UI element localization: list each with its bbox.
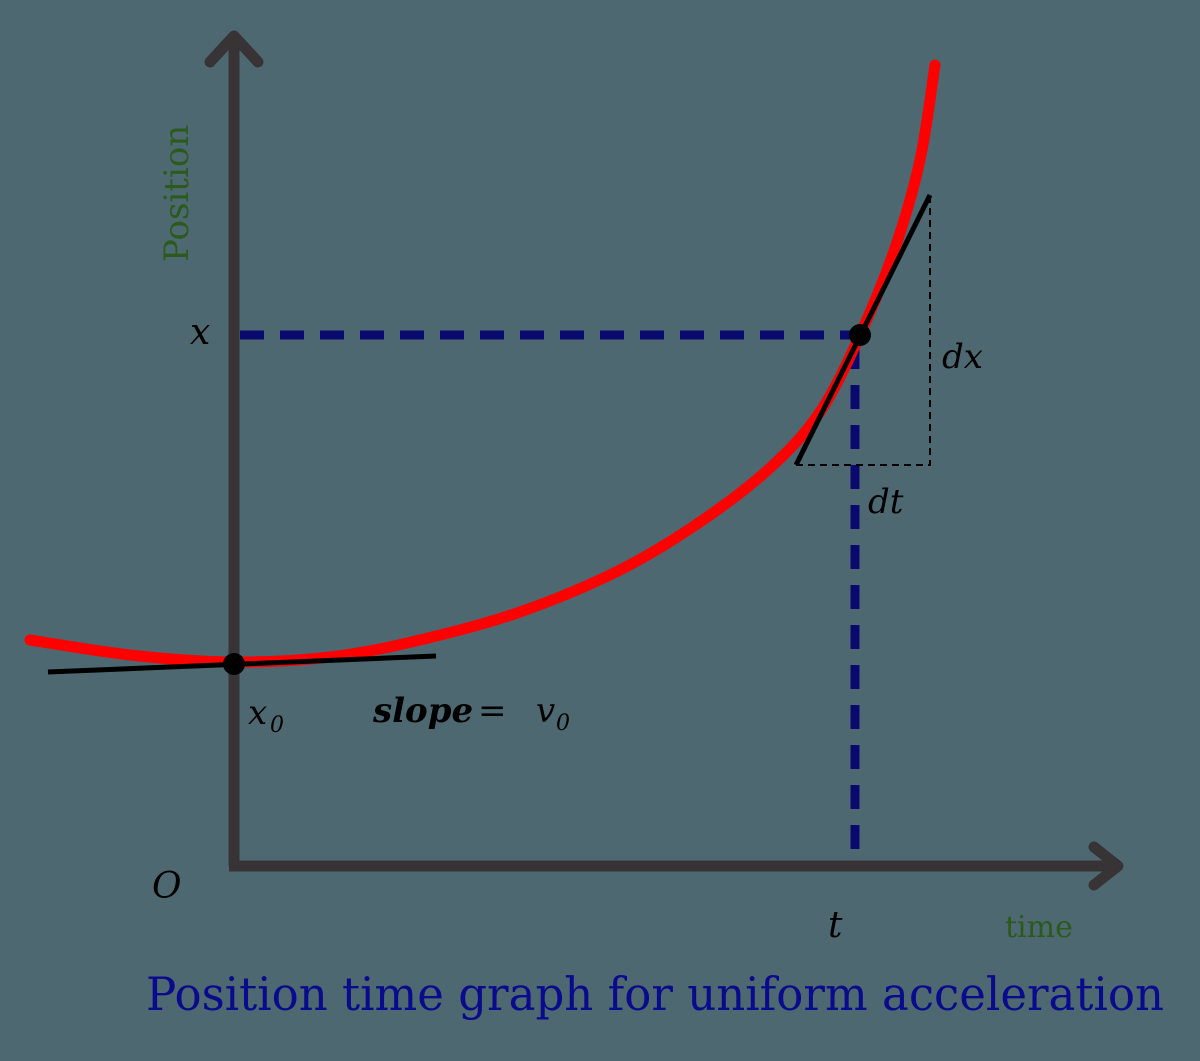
axes [204, 30, 1124, 891]
origin-label: O [152, 866, 182, 907]
dt-label: dt [868, 482, 904, 522]
x-axis-arrow-icon [1088, 841, 1124, 891]
dx-label: dx [942, 337, 983, 377]
slope-word: slope [372, 691, 473, 731]
x-label: x [190, 312, 210, 353]
slope-v: v [536, 691, 555, 731]
x-axis-label: time [1005, 910, 1073, 945]
x0-subscript: 0 [270, 713, 284, 738]
slope-label: slope = v 0 [372, 691, 570, 736]
point-t [849, 324, 871, 346]
y-axis-label: Position [157, 125, 197, 262]
t-label: t [828, 905, 843, 946]
dx-dt-triangle [796, 195, 931, 466]
point-x0 [223, 653, 245, 675]
graph-title: Position time graph for uniform accelera… [146, 967, 1164, 1021]
x0-label: x 0 [248, 693, 284, 738]
y-axis-arrow-icon [204, 30, 264, 68]
slope-v-subscript: 0 [556, 711, 570, 736]
slope-equals: = [478, 691, 507, 731]
x0-main: x [248, 693, 267, 733]
